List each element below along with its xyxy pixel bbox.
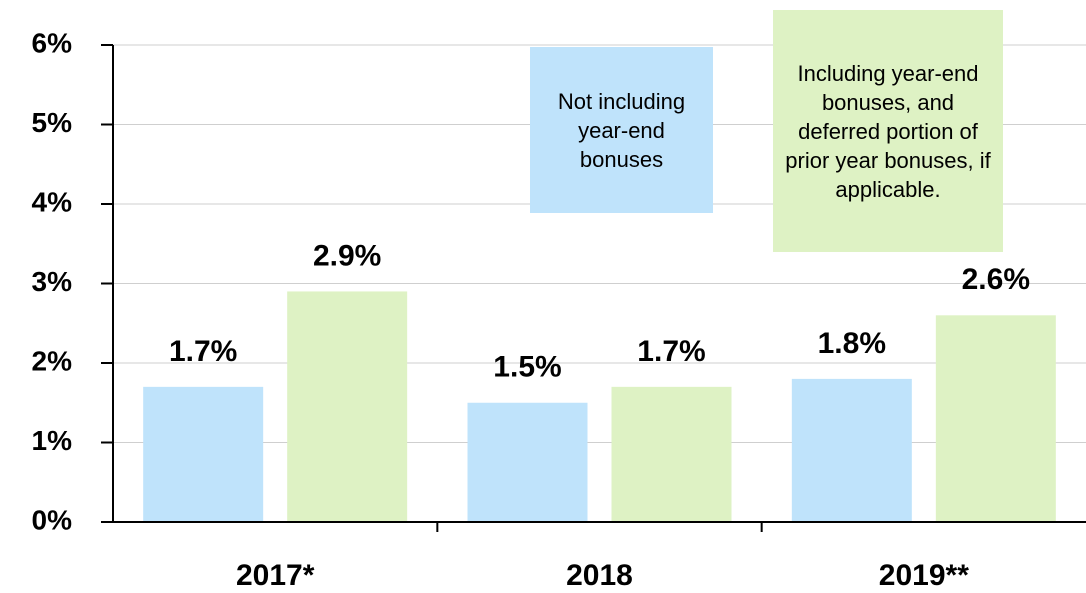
bar — [143, 386, 264, 522]
legend-entry: Including year-end bonuses, and deferred… — [773, 10, 1003, 252]
y-tick-label: 1% — [32, 425, 73, 456]
data-label: 1.7% — [169, 335, 237, 368]
data-label: 2.9% — [313, 239, 381, 272]
data-label: 1.5% — [493, 351, 561, 384]
x-tick-label: 2018 — [566, 559, 633, 592]
data-label: 1.8% — [818, 327, 886, 360]
x-tick-label: 2019** — [879, 559, 969, 592]
x-tick-label: 2017* — [236, 559, 315, 592]
data-label: 2.6% — [962, 263, 1030, 296]
y-tick-label: 2% — [32, 345, 73, 376]
y-tick-label: 6% — [32, 27, 73, 58]
data-label: 1.7% — [637, 335, 705, 368]
bar — [791, 378, 912, 522]
y-tick-label: 3% — [32, 266, 73, 297]
bar — [287, 291, 408, 522]
y-tick-label: 0% — [32, 504, 73, 535]
bar — [611, 386, 732, 522]
bar — [467, 402, 588, 522]
legend-entry: Not including year-end bonuses — [530, 47, 713, 213]
bar — [935, 315, 1056, 522]
y-tick-label: 4% — [32, 186, 73, 217]
y-tick-label: 5% — [32, 107, 73, 138]
